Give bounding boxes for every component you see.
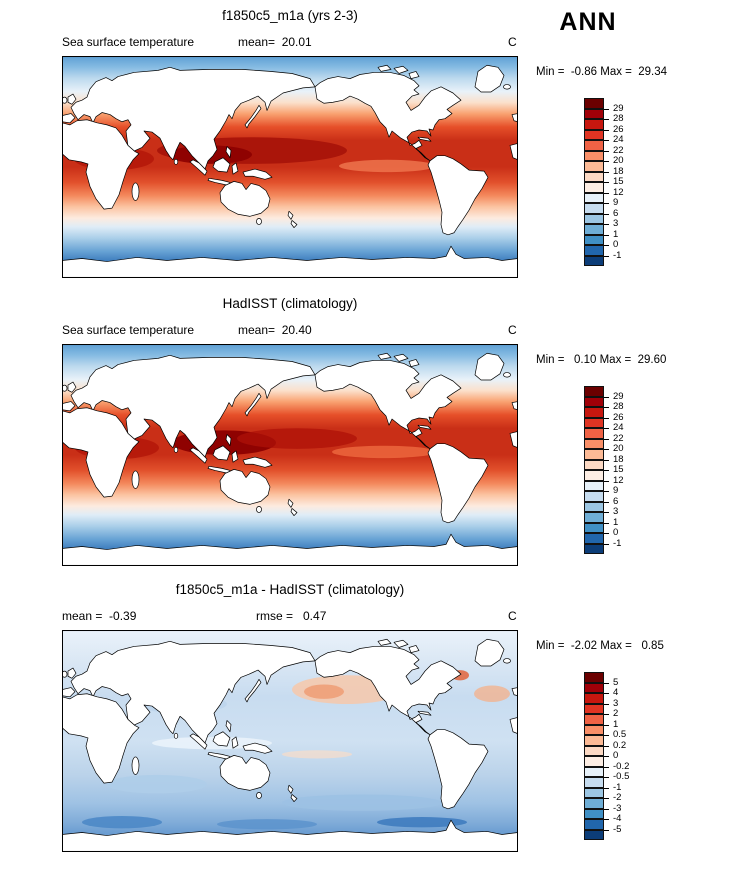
minmax-label: Min = -0.86 Max = 29.34	[536, 66, 668, 78]
panel-model: f1850c5_m1a (yrs 2-3) Sea surface temper…	[0, 0, 733, 298]
panel-title: f1850c5_m1a - HadISST (climatology)	[175, 582, 405, 597]
variable-label: Sea surface temperature	[62, 35, 195, 49]
units-label: C	[508, 323, 517, 337]
map-obs-sst	[62, 344, 518, 566]
minmax-label: Min = -2.02 Max = 0.85	[536, 640, 664, 652]
colorbar-model: 29 28 26 24 22 20 18 15 12 9 6 3 1 0 -1	[584, 98, 654, 274]
panel-title: f1850c5_m1a (yrs 2-3)	[222, 8, 358, 23]
panel-obs: HadISST (climatology) Sea surface temper…	[0, 288, 733, 586]
panel-diff: f1850c5_m1a - HadISST (climatology) mean…	[0, 574, 733, 872]
mean-stat: mean= 20.01	[238, 35, 312, 49]
season-label: ANN	[559, 8, 617, 36]
map-diff-sst	[62, 630, 518, 852]
units-label: C	[508, 609, 517, 623]
variable-label: Sea surface temperature	[62, 323, 195, 337]
mean-stat: mean = -0.39	[62, 609, 137, 623]
rmse-stat: rmse = 0.47	[256, 609, 327, 623]
colorbar-diff: 5 4 3 2 1 0.5 0.2 0 -0.2 -0.5 -1 -2 -3 -4 -5	[584, 672, 654, 848]
colorbar-obs: 29 28 26 24 22 20 18 15 12 9 6 3 1 0 -1	[584, 386, 654, 562]
units-label: C	[508, 35, 517, 49]
minmax-label: Min = 0.10 Max = 29.60	[536, 354, 667, 366]
map-model-sst	[62, 56, 518, 278]
panel-title: HadISST (climatology)	[222, 296, 358, 311]
mean-stat: mean= 20.40	[238, 323, 312, 337]
